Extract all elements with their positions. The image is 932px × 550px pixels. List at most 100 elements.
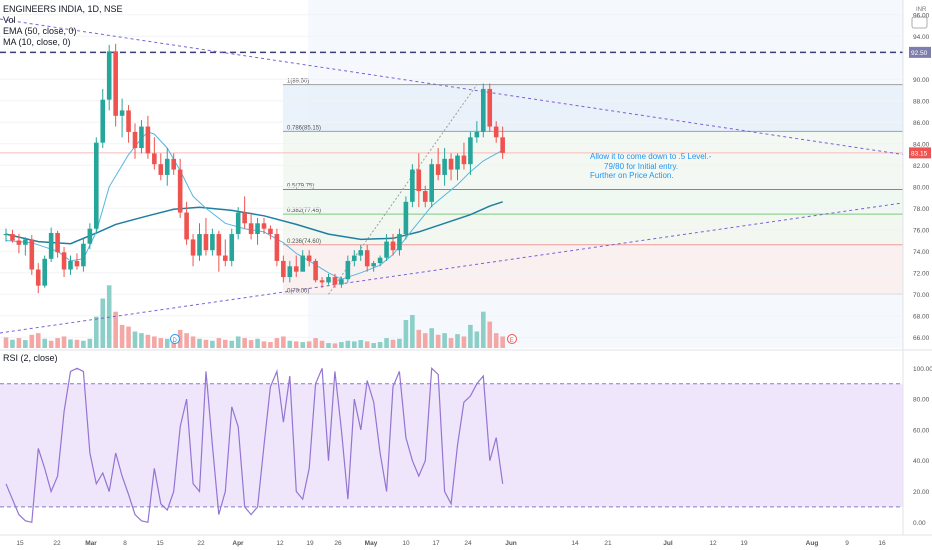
- fib-level-label: 1(89.50): [287, 79, 309, 85]
- volume-bar: [119, 324, 125, 348]
- rsi-line: [5, 366, 504, 524]
- candle-body: [74, 260, 80, 267]
- volume-bar: [242, 338, 247, 348]
- volume-bar: [87, 338, 93, 348]
- dividend-marker-label: D: [173, 338, 178, 344]
- candle-body: [261, 223, 267, 229]
- candle-body: [3, 234, 9, 236]
- volume-bar: [306, 341, 312, 348]
- volume-bar: [106, 285, 112, 348]
- candle-body: [100, 99, 106, 143]
- volume-bar: [100, 298, 106, 348]
- volume-bar: [55, 338, 60, 348]
- candle-body: [42, 258, 47, 286]
- price-tick-label: 96.00: [913, 12, 930, 19]
- volume-bar: [403, 319, 409, 348]
- ascending-trendline: [0, 202, 904, 334]
- volume-bar: [184, 333, 189, 348]
- candle-body: [48, 232, 54, 259]
- volume-bar: [487, 321, 493, 348]
- candle-body: [493, 126, 499, 138]
- volume-bar: [352, 341, 357, 348]
- descending-trendline: [0, 18, 904, 155]
- level-badge-label: 92.50: [911, 50, 928, 57]
- candle-body: [397, 234, 402, 251]
- candle-body: [177, 169, 183, 213]
- volume-bar: [203, 339, 209, 348]
- time-tick-label: 26: [334, 540, 342, 547]
- ma10-line: [5, 131, 503, 280]
- candle-body: [461, 155, 467, 165]
- price-tick-label: 74.00: [913, 249, 930, 256]
- candle-body: [229, 234, 235, 261]
- volume-bar: [139, 333, 144, 348]
- volume-bar: [158, 338, 164, 348]
- candle-body: [468, 137, 473, 165]
- volume-bar: [210, 340, 215, 348]
- candle-body: [106, 51, 112, 100]
- fib-level-label: 0.382(77.45): [287, 208, 321, 214]
- candle-body: [223, 255, 228, 261]
- volume-bar: [384, 338, 389, 348]
- time-tick-label: Jun: [505, 540, 517, 547]
- price-tick-label: 80.00: [913, 184, 930, 191]
- volume-bar: [493, 333, 499, 348]
- candle-body: [158, 164, 164, 175]
- rsi-legend: RSI (2, close): [3, 353, 58, 363]
- volume-bar: [390, 339, 396, 348]
- volume-bar: [364, 341, 370, 348]
- candle-body: [235, 212, 241, 235]
- time-tick-label: May: [365, 540, 378, 547]
- candle-body: [429, 164, 434, 202]
- price-tick-label: 86.00: [913, 120, 930, 127]
- volume-bar: [268, 342, 273, 348]
- time-tick-label: 12: [276, 540, 284, 547]
- candle-body: [384, 241, 389, 258]
- time-tick-label: 9: [845, 540, 849, 547]
- volume-bar: [132, 331, 138, 348]
- candle-body: [416, 169, 422, 192]
- time-tick-label: 10: [402, 540, 410, 547]
- candle-body: [371, 263, 376, 267]
- volume-bar: [255, 338, 260, 348]
- candle-body: [422, 191, 428, 202]
- time-tick-label: 15: [16, 540, 24, 547]
- price-tick-label: 90.00: [913, 77, 930, 84]
- volume-bar: [42, 338, 47, 348]
- candle-body: [268, 228, 273, 235]
- volume-bar: [326, 343, 331, 348]
- candle-body: [87, 228, 93, 244]
- volume-bar: [461, 336, 467, 348]
- volume-bar: [94, 316, 99, 348]
- price-tick-label: 72.00: [913, 270, 930, 277]
- fib-level-label: 0.236(74.60): [287, 239, 321, 245]
- time-tick-label: Apr: [232, 540, 244, 547]
- candle-body: [435, 164, 441, 175]
- volume-bar: [171, 339, 176, 348]
- volume-bar: [229, 340, 235, 348]
- fib-zone: [283, 131, 903, 190]
- candle-body: [68, 260, 73, 270]
- candle-body: [474, 131, 480, 138]
- candle-body: [152, 153, 157, 165]
- price-tick-label: 82.00: [913, 163, 930, 170]
- volume-bar: [126, 326, 131, 348]
- candle-body: [210, 234, 215, 251]
- candle-body: [487, 88, 493, 127]
- time-tick-label: 17: [432, 540, 440, 547]
- candle-body: [94, 142, 99, 229]
- fib-zone: [283, 84, 903, 132]
- candle-body: [216, 234, 222, 256]
- time-tick-label: 22: [53, 540, 61, 547]
- volume-bar: [339, 342, 344, 348]
- price-tick-label: 68.00: [913, 313, 930, 320]
- volume-bar: [190, 336, 196, 348]
- volume-bar: [197, 338, 202, 348]
- candle-body: [410, 169, 415, 202]
- volume-bar: [23, 340, 28, 348]
- volume-bar: [422, 333, 428, 348]
- candle-body: [319, 280, 325, 283]
- volume-bar: [377, 342, 383, 348]
